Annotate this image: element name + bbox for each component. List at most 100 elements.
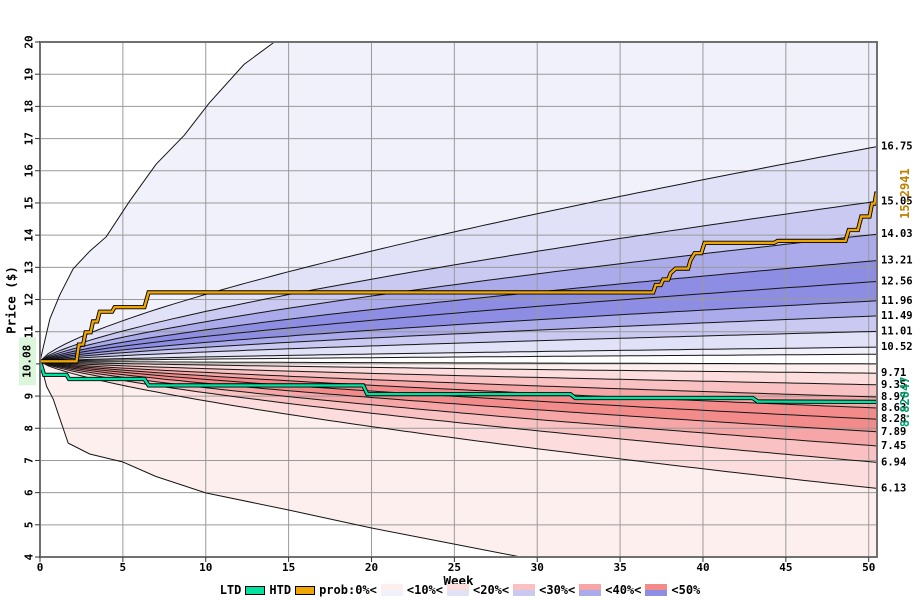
- htd-line: [40, 191, 877, 364]
- x-tick-label: 40: [696, 561, 709, 574]
- percentile-line: [40, 281, 877, 362]
- ltd-final-value-label: 8.82047: [898, 377, 912, 428]
- x-tick-label: 45: [779, 561, 792, 574]
- y-axis-label: Price ($): [4, 266, 19, 334]
- percentile-line: [40, 330, 877, 362]
- y-tick-label: 20: [23, 35, 36, 48]
- y-tick-label: 6: [23, 489, 36, 496]
- y-tick-label: 17: [23, 132, 36, 145]
- percentile-line: [40, 42, 276, 362]
- y-tick-label: 8: [23, 425, 36, 432]
- percentile-line: [40, 360, 877, 398]
- percentile-value-label: 6.94: [881, 456, 906, 468]
- y-tick-label: 11: [23, 325, 36, 339]
- fan-percentile-lines: [40, 42, 877, 557]
- percentile-value-label: 13.21: [881, 255, 913, 267]
- percentile-line: [40, 360, 877, 409]
- percentile-value-label: 11.01: [881, 325, 913, 337]
- probability-band: [40, 281, 877, 362]
- x-tick-label: 50: [862, 561, 875, 574]
- percentile-line: [40, 360, 877, 420]
- percentile-line: [40, 146, 877, 362]
- percentile-line: [40, 233, 877, 362]
- legend-ltd-swatch: [245, 585, 266, 595]
- x-tick-label: 35: [613, 561, 626, 574]
- probability-band: [40, 347, 877, 362]
- percentile-line: [40, 315, 877, 362]
- y-tick-label: 12: [23, 293, 36, 306]
- probability-band: [40, 300, 877, 362]
- legend-band-swatch-4: [645, 584, 668, 596]
- percentile-value-label: 8.28: [881, 413, 906, 425]
- probability-band: [40, 234, 877, 362]
- y-tick-label: 13: [23, 261, 36, 274]
- percentile-line: [40, 360, 877, 365]
- x-tick-labels: 0 5 10 15 20 25 30 35 40 45 50: [37, 561, 876, 574]
- legend-prob-label-0: prob:0%<: [319, 583, 377, 597]
- percentile-value-label: 7.89: [881, 426, 906, 438]
- legend-prob-label-5: <50%: [671, 583, 701, 597]
- legend-prob-label-4: <40%<: [605, 583, 642, 597]
- percentile-line: [40, 353, 877, 362]
- percentile-line: [40, 360, 877, 386]
- x-tick-label: 30: [531, 561, 544, 574]
- percentile-line: [40, 360, 877, 374]
- legend-band-swatch-2: [513, 584, 536, 596]
- y-tick-label: 5: [23, 522, 36, 529]
- percentile-value-label: 16.75: [881, 141, 913, 153]
- probability-band: [40, 361, 877, 463]
- probability-band: [40, 361, 877, 489]
- x-tick-label: 20: [365, 561, 378, 574]
- y-tick-label: 9: [23, 393, 36, 400]
- right-value-labels: 16.75 15.05 14.03 13.21 12.56 11.96 11.49 11.01…: [881, 141, 913, 495]
- x-tick-label: 0: [37, 561, 44, 574]
- percentile-value-label: 10.52: [881, 341, 913, 353]
- percentile-line: [40, 260, 877, 362]
- percentile-value-label: 9.35: [881, 379, 906, 391]
- legend-htd-swatch: [295, 585, 316, 595]
- y-tick-label: 14: [23, 228, 36, 242]
- probability-band: [40, 260, 877, 362]
- legend-band-swatch-0: [380, 584, 403, 596]
- probability-band: [40, 361, 877, 385]
- percentile-value-label: 8.63: [881, 402, 906, 414]
- legend-prob-label-3: <30%<: [539, 583, 576, 597]
- legend-band-swatch-1: [447, 584, 469, 596]
- probability-band: [40, 361, 877, 557]
- percentile-line: [40, 360, 877, 489]
- x-tick-label: 25: [448, 561, 461, 574]
- y-tick-label: 15: [23, 196, 36, 209]
- legend: LTD HTD prob:0%< <10%< <20%< <30%< <40%< <50%: [0, 583, 920, 597]
- percentile-line: [40, 300, 877, 362]
- percentile-value-label: 11.96: [881, 295, 913, 307]
- x-tick-label: 15: [282, 561, 295, 574]
- x-tick-label: 10: [199, 561, 212, 574]
- y-tick-label: 4: [23, 553, 36, 560]
- y-tick-labels: 4 5 6 7 8 9 11 12 13 14 15 16 17 18 19 20: [23, 35, 36, 560]
- percentile-value-label: 7.45: [881, 440, 906, 452]
- legend-prob-label-2: <20%<: [473, 583, 510, 597]
- percentile-value-label: 8.97: [881, 391, 906, 403]
- y-tick-label: 18: [23, 100, 36, 113]
- probability-band: [40, 361, 877, 446]
- percentile-line: [40, 361, 525, 557]
- percentile-value-label: 15.05: [881, 195, 913, 207]
- probability-band: [40, 331, 877, 362]
- percentile-value-label: 11.49: [881, 310, 913, 322]
- fan-bands: [40, 42, 877, 557]
- legend-band-swatch-3: [579, 584, 602, 596]
- probability-band: [40, 201, 877, 362]
- chart-layers: 0 5 10 15 20 25 30 35 40 45 50Week4567891112131415…: [4, 35, 913, 588]
- percentile-line: [40, 346, 877, 362]
- probability-band: [40, 146, 877, 362]
- percentile-value-label: 6.13: [881, 482, 906, 494]
- percentile-line: [40, 200, 877, 362]
- htd-final-value-label: 15.2941: [898, 168, 912, 219]
- y-tick-label: 19: [23, 68, 36, 81]
- plot-area: [40, 42, 877, 557]
- x-tick-label: 5: [120, 561, 127, 574]
- y-tick-label: 16: [23, 164, 36, 178]
- axis-ticks: [35, 41, 870, 562]
